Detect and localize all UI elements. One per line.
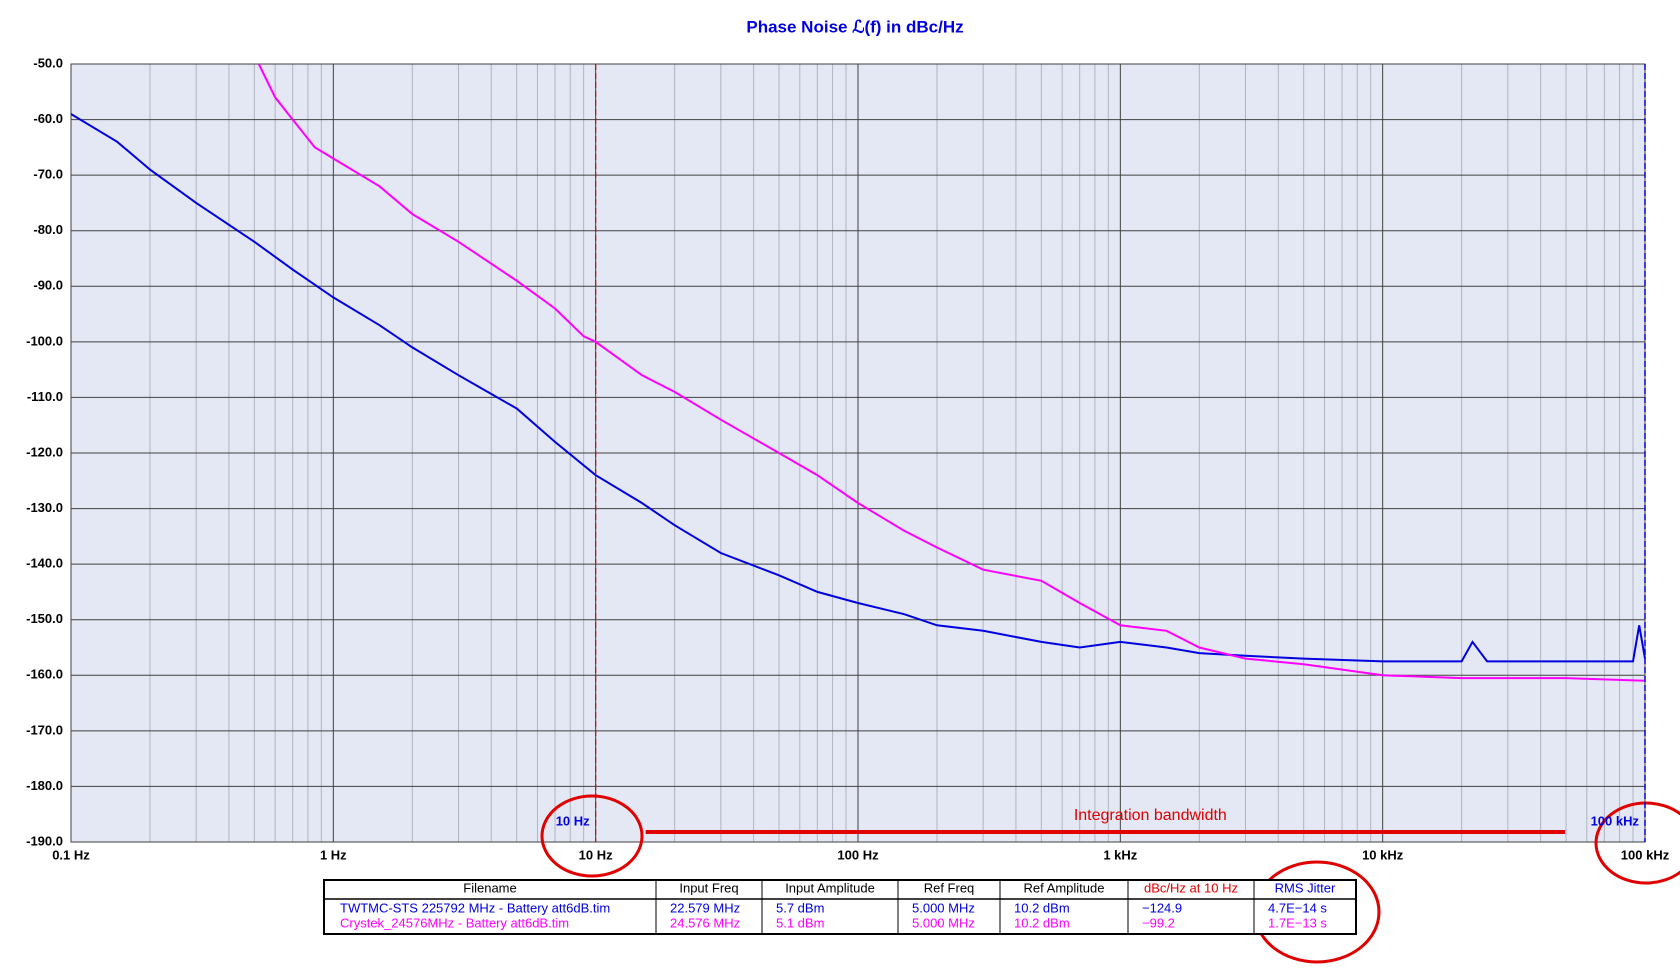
grid: -50.0 -60.0 -70.0 -80.0 -90.0 -100.0 -110.0 -12…: [26, 55, 1670, 862]
x-tick-label: 10 kHz: [1362, 847, 1404, 862]
table-cell: 5.000 MHz: [912, 915, 975, 930]
table-cell: 5.1 dBm: [776, 915, 824, 930]
table-cell: Crystek_24576MHz - Battery att6dB.tim: [340, 915, 569, 930]
circle: [1594, 801, 1680, 885]
y-tick-label: -190.0: [26, 833, 63, 848]
table-header: dBc/Hz at 10 Hz: [1144, 880, 1238, 895]
y-tick-label: -50.0: [33, 55, 63, 70]
table-header: Ref Amplitude: [1024, 880, 1105, 895]
y-tick-label: -80.0: [33, 222, 63, 237]
legend-table: Filename Input Freq Input Amplitude Ref Fre…: [323, 879, 1357, 935]
y-tick-label: -70.0: [33, 167, 63, 182]
y-tick-label: -90.0: [33, 278, 63, 293]
y-tick-label: -150.0: [26, 611, 63, 626]
table-cell: 5.7 dBm: [776, 900, 824, 915]
y-tick-label: -140.0: [26, 556, 63, 571]
table-cell: 22.579 MHz: [670, 900, 740, 915]
series-line: [257, 63, 1646, 682]
bandwidth-label: 100 kHz: [1591, 813, 1640, 828]
y-tick-label: -110.0: [27, 389, 63, 404]
bandwidth-text: Integration bandwidth: [1074, 807, 1227, 824]
x-tick-label: 100 Hz: [837, 847, 879, 862]
table-cell: 10.2 dBm: [1014, 900, 1070, 915]
table-border: [323, 879, 1357, 935]
table-cell: −124.9: [1142, 900, 1182, 915]
y-tick-label: -130.0: [26, 500, 63, 515]
table-cell: 5.000 MHz: [912, 900, 975, 915]
x-tick-label: 1 Hz: [320, 847, 347, 862]
y-tick-label: -180.0: [26, 778, 63, 793]
table-cell: TWTMC-STS 225792 MHz - Battery att6dB.ti…: [340, 900, 610, 915]
table-cell: −99.2: [1142, 915, 1175, 930]
series-line: [70, 113, 1646, 663]
x-tick-label: 100 kHz: [1621, 847, 1670, 862]
lines: [70, 63, 1646, 682]
chart-title: Phase Noise ℒ(f) in dBc/Hz: [746, 17, 963, 36]
table-header: Input Amplitude: [785, 880, 875, 895]
y-tick-label: -170.0: [26, 722, 63, 737]
y-tick-label: -160.0: [26, 667, 63, 682]
bandwidth-label: 10 Hz: [556, 813, 590, 828]
table-cell: 10.2 dBm: [1014, 915, 1070, 930]
circle: [540, 794, 644, 878]
table-header: RMS Jitter: [1275, 880, 1336, 895]
table-cell: 4.7E−14 s: [1268, 900, 1327, 915]
table-header: Ref Freq: [924, 880, 975, 895]
table-cell: 24.576 MHz: [670, 915, 740, 930]
y-tick-label: -100.0: [26, 333, 63, 348]
x-tick-label: 0.1 Hz: [52, 847, 90, 862]
table-header: Filename: [463, 880, 516, 895]
y-tick-label: -60.0: [33, 111, 63, 126]
y-tick-label: -120.0: [26, 444, 63, 459]
table-header: Input Freq: [679, 880, 738, 895]
x-tick-label: 1 kHz: [1103, 847, 1137, 862]
annotations: 10 Hz 100 kHz Integration bandwidth: [540, 64, 1680, 964]
x-tick-label: 10 Hz: [579, 847, 613, 862]
table-cell: 1.7E−13 s: [1268, 915, 1327, 930]
